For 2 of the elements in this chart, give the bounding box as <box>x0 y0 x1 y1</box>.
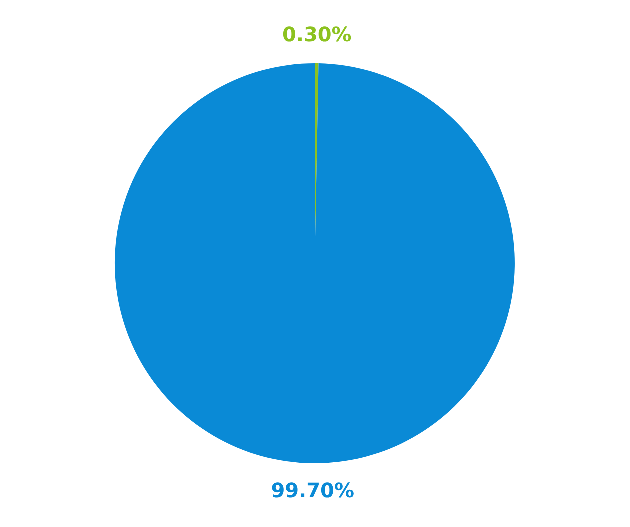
data-label: 99.70% <box>271 478 355 502</box>
data-label: 0.30% <box>282 22 352 47</box>
